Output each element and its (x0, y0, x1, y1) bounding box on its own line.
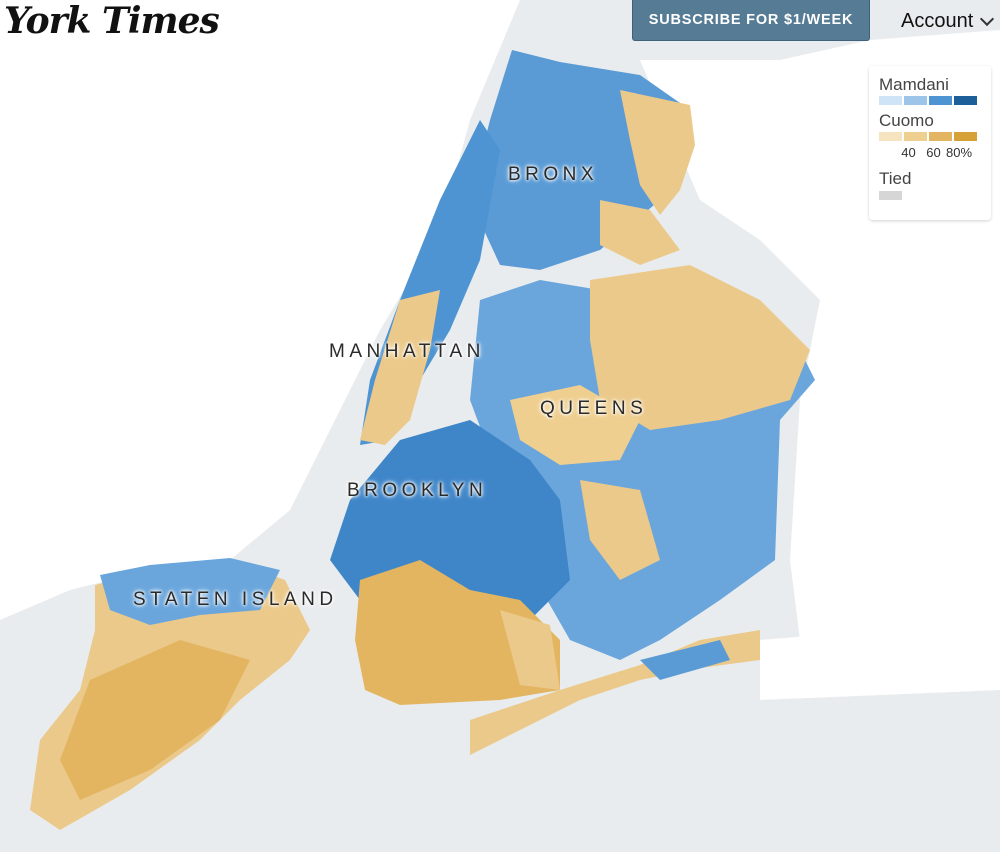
surrounding-land (0, 0, 520, 620)
legend-tick: 40 (901, 145, 916, 160)
borough-label-brooklyn: BROOKLYN (347, 480, 488, 501)
borough-label-queens: QUEENS (540, 398, 648, 419)
staten-island-mamdani (100, 558, 280, 625)
borough-label-manhattan: MANHATTAN (329, 341, 485, 362)
queens-cuomo-south (580, 480, 660, 580)
map-legend: Mamdani Cuomo 40 60 80% Tied (869, 66, 991, 220)
legend-tied-swatch (879, 191, 902, 200)
legend-swatch (954, 132, 977, 141)
long-island-shore (760, 620, 1000, 700)
queens-cuomo-ne (590, 265, 810, 430)
masthead-logo[interactable]: York Times (4, 0, 220, 42)
rockaway-mamdani (640, 640, 730, 680)
brooklyn-cuomo (355, 560, 560, 705)
manhattan-cuomo (360, 290, 440, 445)
jamaica-bay-cuomo (500, 610, 560, 690)
legend-mamdani-ramp (879, 96, 981, 105)
subscribe-button[interactable]: SUBSCRIBE FOR $1/WEEK (632, 0, 870, 41)
account-menu[interactable]: Account (901, 10, 995, 33)
legend-tick: 80% (946, 145, 973, 160)
legend-swatch (879, 132, 902, 141)
legend-tick: 60 (926, 145, 941, 160)
legend-swatch (879, 96, 902, 105)
borough-label-bronx: BRONX (508, 164, 599, 185)
legend-swatch (954, 96, 977, 105)
legend-cuomo-label: Cuomo (879, 111, 934, 130)
legend-tied-label: Tied (879, 169, 912, 188)
legend-swatch (929, 132, 952, 141)
legend-swatch (904, 132, 927, 141)
legend-swatch (929, 96, 952, 105)
bronx-cuomo-north (620, 90, 695, 215)
borough-label-staten-island: STATEN ISLAND (133, 589, 338, 610)
legend-cuomo-ramp (879, 132, 981, 141)
legend-ticks: 40 60 80% (879, 145, 981, 160)
account-label: Account (901, 10, 974, 32)
queens-cuomo-central (510, 385, 640, 465)
chevron-down-icon (980, 11, 995, 26)
bronx-cuomo-east (600, 200, 680, 265)
staten-island-cuomo-dark (60, 640, 250, 800)
legend-swatch (904, 96, 927, 105)
legend-mamdani-label: Mamdani (879, 75, 949, 94)
